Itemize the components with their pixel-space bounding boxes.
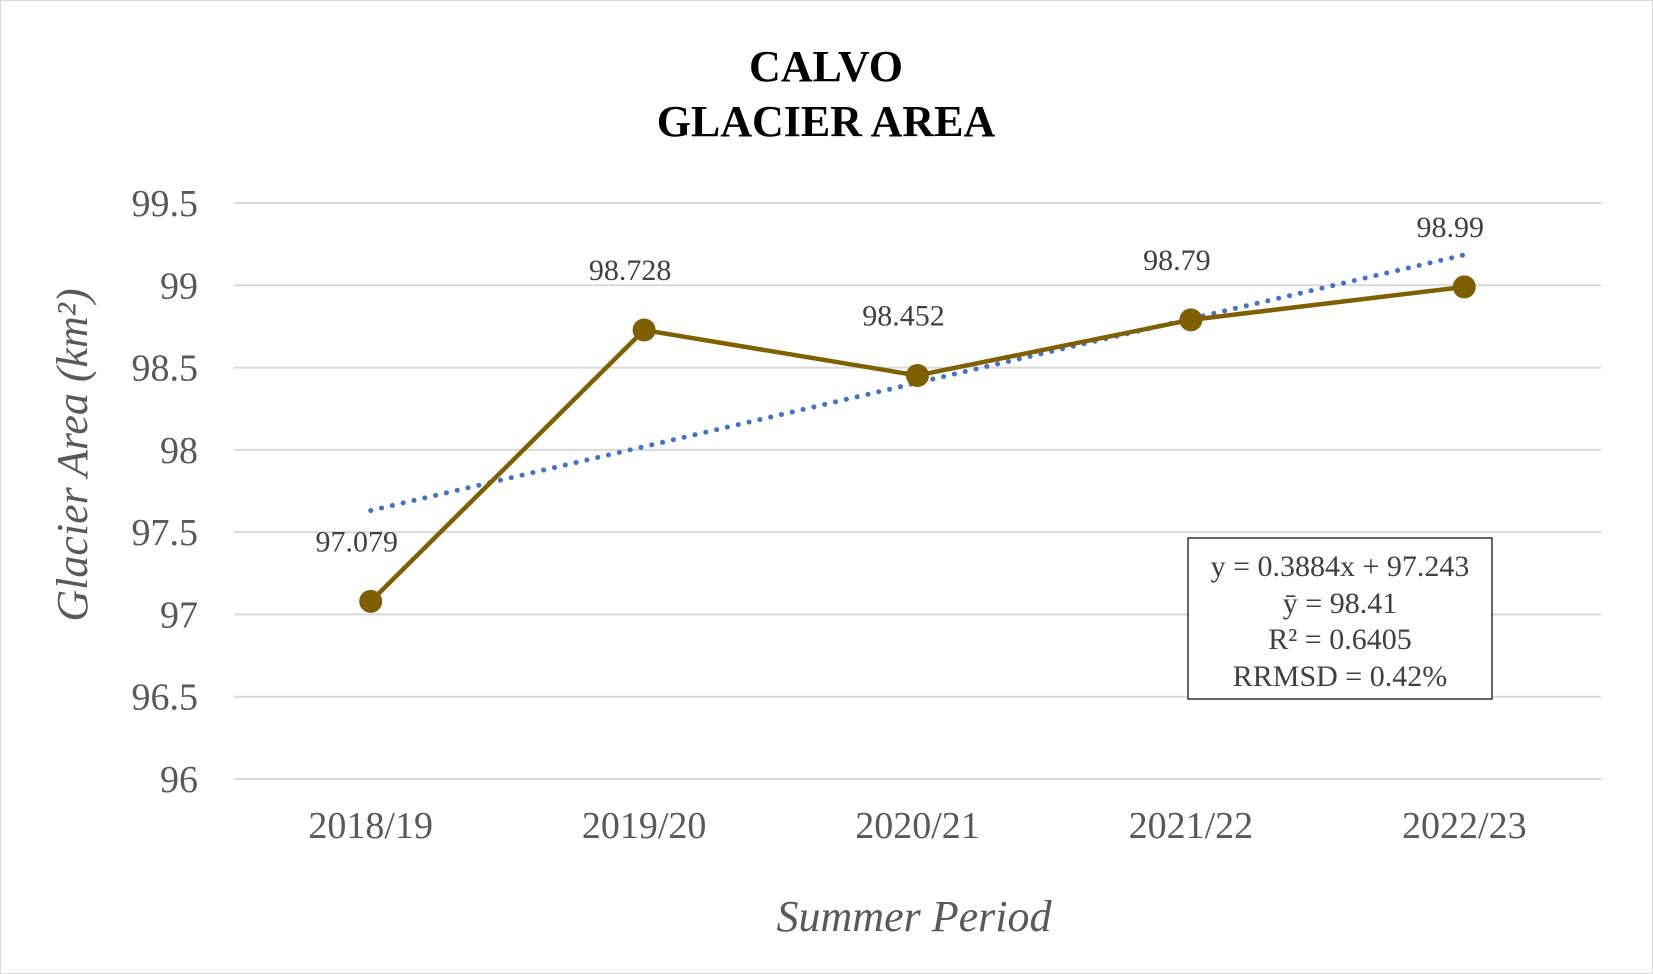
x-axis-title: Summer Period bbox=[777, 892, 1053, 941]
y-tick-label: 99.5 bbox=[132, 183, 199, 225]
x-tick-label: 2022/23 bbox=[1402, 805, 1527, 847]
data-point bbox=[359, 589, 383, 613]
trendline bbox=[368, 252, 1467, 514]
data-label: 98.99 bbox=[1417, 211, 1485, 244]
y-tick-label: 97 bbox=[160, 594, 198, 636]
stats-rrmsd: RRMSD = 0.42% bbox=[1233, 660, 1447, 693]
x-tick-label: 2018/19 bbox=[308, 805, 433, 847]
y-tick-label: 97.5 bbox=[132, 512, 199, 554]
stats-equation: y = 0.3884x + 97.243 bbox=[1211, 550, 1470, 583]
y-axis-ticks: 96 96.5 97 97.5 98 98.5 99 99.5 bbox=[132, 183, 199, 801]
y-tick-label: 96.5 bbox=[132, 677, 199, 719]
stats-r-squared: R² = 0.6405 bbox=[1268, 623, 1411, 656]
y-tick-label: 99 bbox=[160, 265, 198, 307]
chart-title: CALVO GLACIER AREA bbox=[657, 42, 996, 146]
y-tick-label: 98 bbox=[160, 430, 198, 472]
data-label: 98.79 bbox=[1143, 244, 1211, 277]
data-point bbox=[1452, 275, 1476, 299]
data-point bbox=[1179, 308, 1203, 332]
x-tick-label: 2019/20 bbox=[582, 805, 707, 847]
x-tick-label: 2021/22 bbox=[1129, 805, 1254, 847]
data-label: 98.452 bbox=[862, 299, 945, 332]
data-labels: 97.079 98.728 98.452 98.79 98.99 bbox=[315, 211, 1484, 558]
data-series bbox=[359, 275, 1476, 613]
data-point bbox=[906, 363, 929, 387]
stats-mean: ȳ = 98.41 bbox=[1283, 587, 1397, 620]
chart-title-line-2: GLACIER AREA bbox=[657, 97, 996, 146]
x-tick-label: 2020/21 bbox=[855, 805, 980, 847]
trendline-path bbox=[368, 252, 1467, 514]
y-tick-label: 96 bbox=[160, 759, 198, 801]
chart-title-line-1: CALVO bbox=[749, 42, 903, 91]
y-tick-label: 98.5 bbox=[132, 348, 199, 390]
data-point bbox=[632, 318, 656, 342]
regression-stats-box: y = 0.3884x + 97.243 ȳ = 98.41 R² = 0.64… bbox=[1187, 537, 1493, 700]
stats-box-border bbox=[1187, 537, 1493, 700]
data-label: 98.728 bbox=[589, 254, 672, 287]
y-axis-title: Glacier Area (km²) bbox=[48, 288, 97, 621]
data-label: 97.079 bbox=[315, 525, 398, 558]
x-axis-ticks: 2018/19 2019/20 2020/21 2021/22 2022/23 bbox=[308, 805, 1526, 847]
